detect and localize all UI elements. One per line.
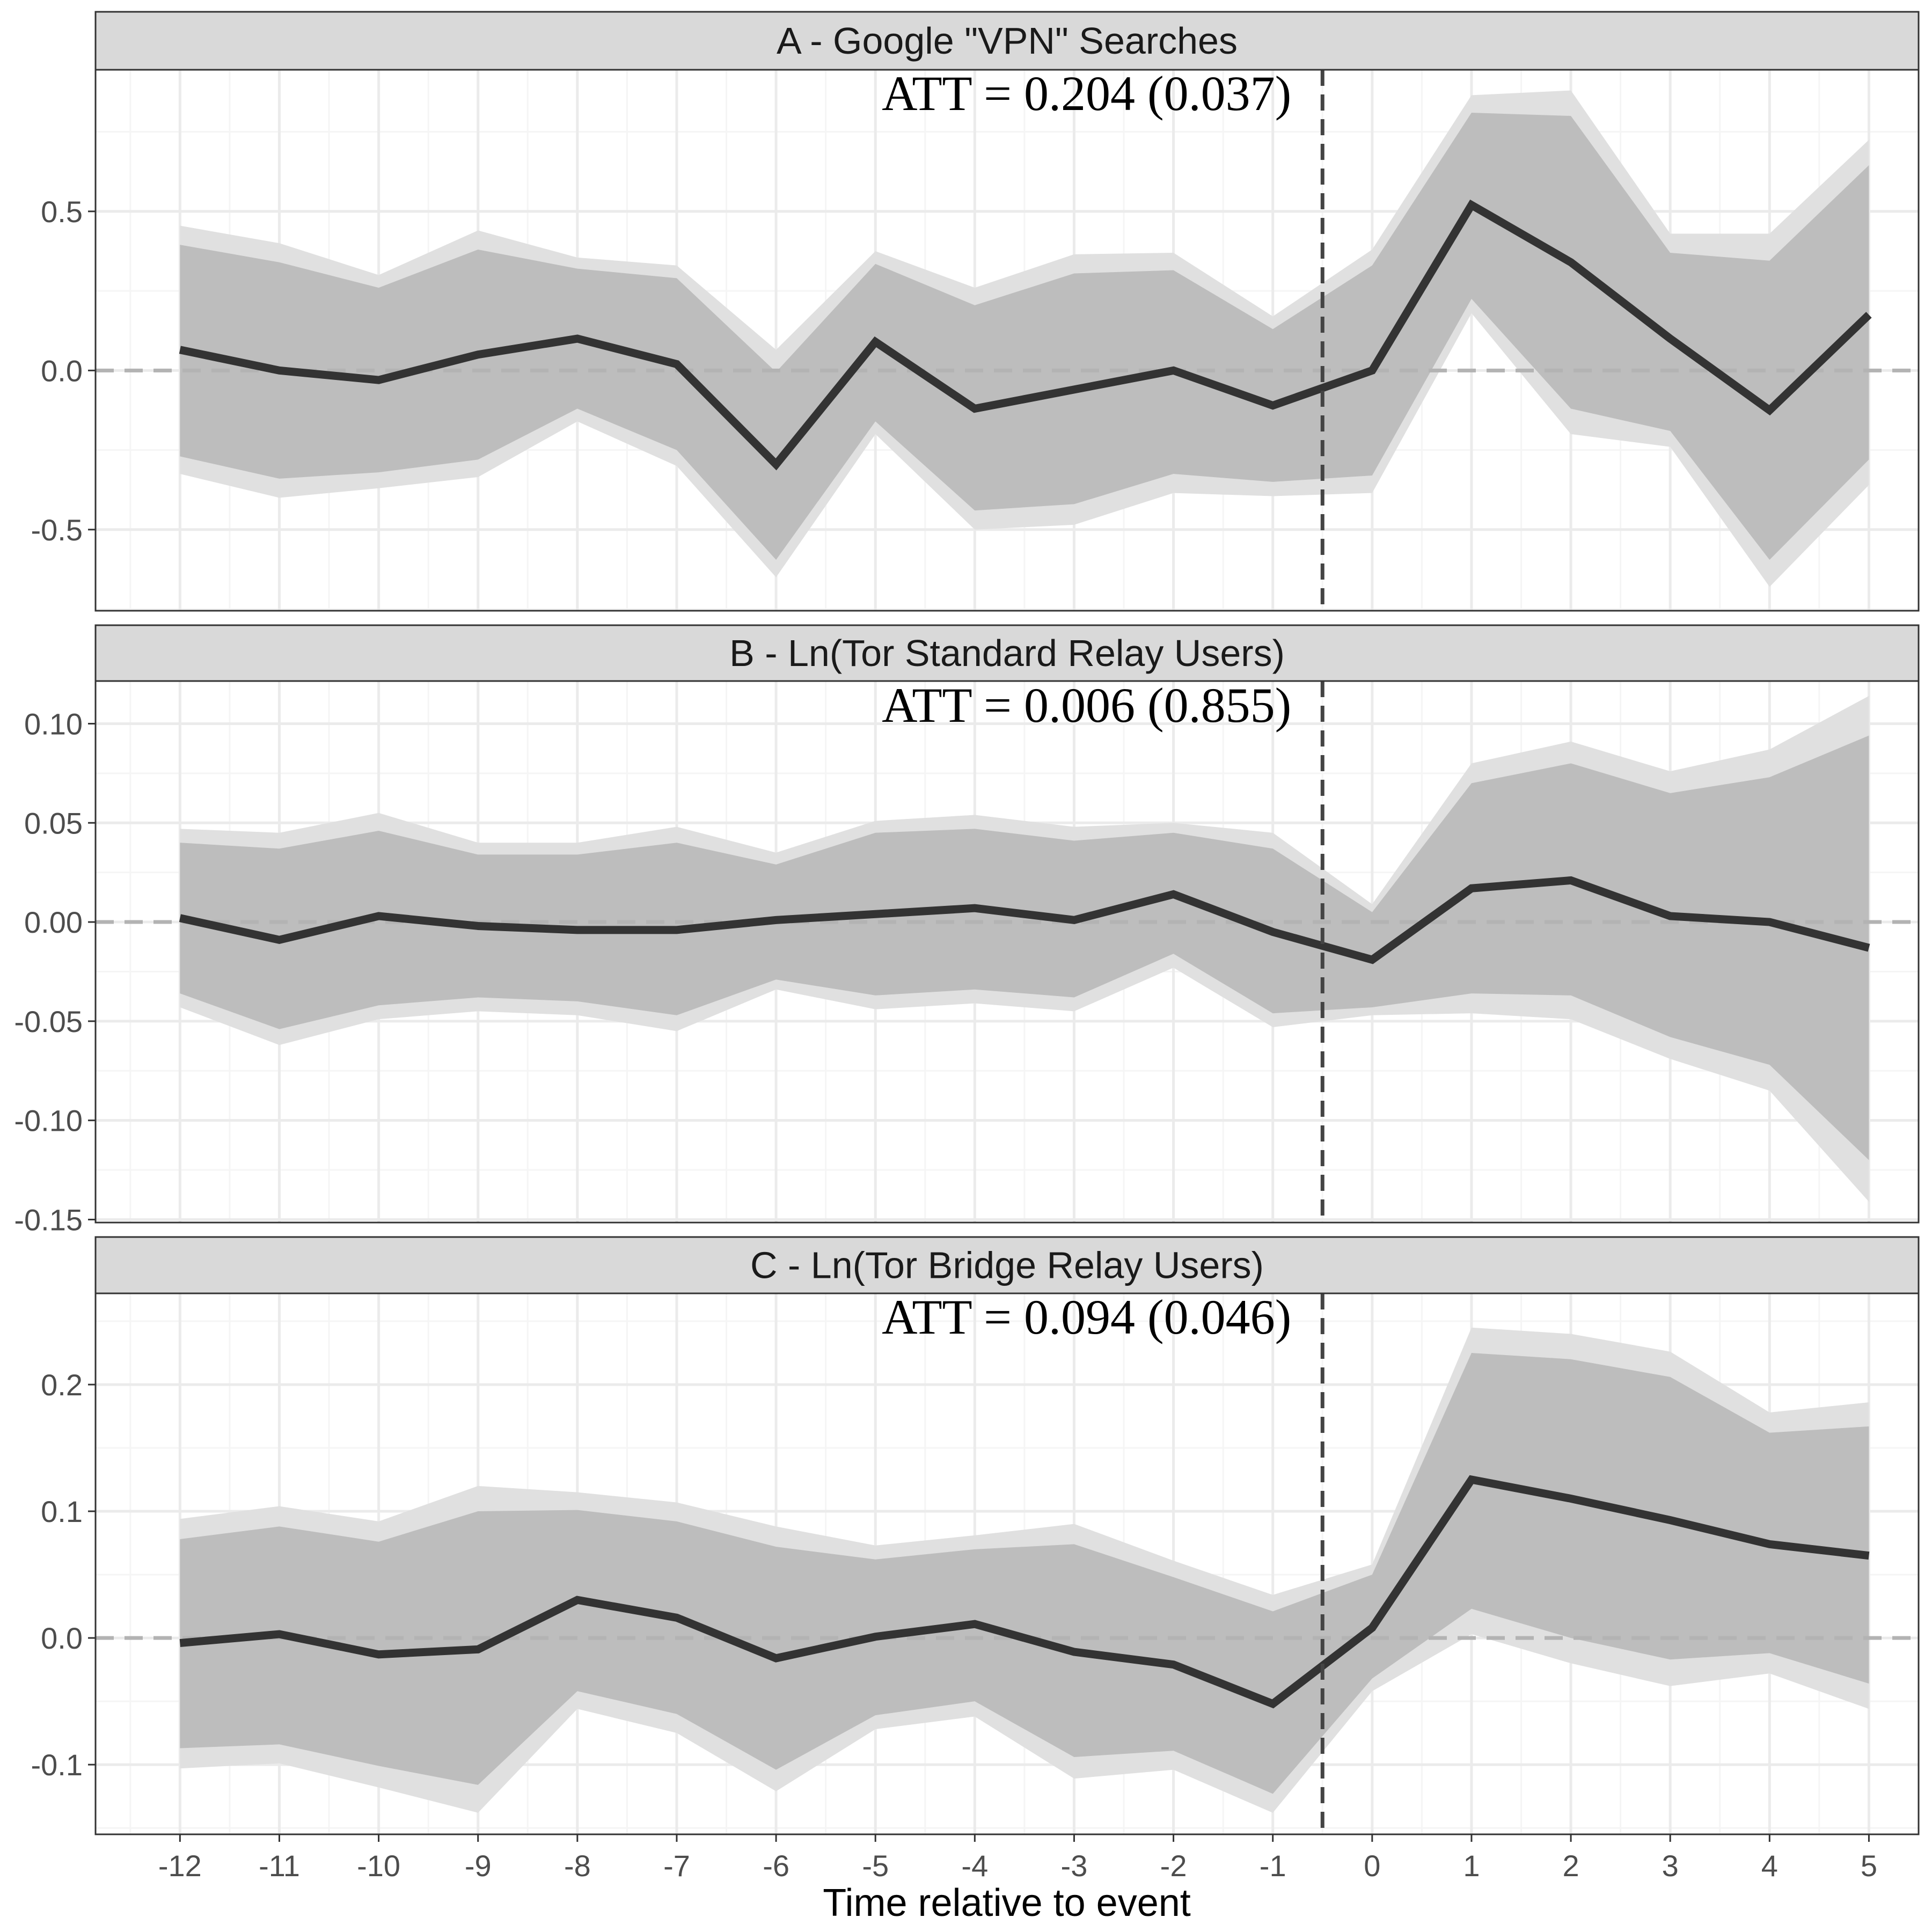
panel-c: C - Ln(Tor Bridge Relay Users)ATT = 0.09… xyxy=(31,1236,1920,1835)
x-tick-label: 4 xyxy=(1761,1849,1778,1883)
x-tick-label: -4 xyxy=(961,1849,988,1883)
x-axis-title: Time relative to event xyxy=(823,1882,1191,1924)
y-tick-label: 0.2 xyxy=(41,1368,83,1402)
facet-strip xyxy=(94,624,1920,682)
estimate-line xyxy=(179,876,1870,964)
y-tick-label: -0.10 xyxy=(14,1104,83,1138)
x-tick-label: 3 xyxy=(1662,1849,1679,1883)
ci-band-inner xyxy=(180,113,1869,560)
x-tick-label: 0 xyxy=(1364,1849,1380,1883)
att-annotation: ATT = 0.006 (0.855) xyxy=(882,678,1291,733)
estimate-line xyxy=(179,1475,1870,1709)
y-tick-label: -0.1 xyxy=(31,1748,83,1782)
y-tick-label: 0.0 xyxy=(41,1621,83,1655)
facet-strip-title: C - Ln(Tor Bridge Relay Users) xyxy=(750,1245,1264,1286)
x-tick-label: -5 xyxy=(862,1849,889,1883)
ci-band-inner xyxy=(180,735,1869,1160)
y-tick-label: 0.00 xyxy=(24,905,83,939)
x-tick-label: -10 xyxy=(357,1849,400,1883)
y-tick-label: 0.1 xyxy=(41,1495,83,1528)
y-tick-label: 0.05 xyxy=(24,806,83,840)
estimate-line xyxy=(179,199,1872,471)
y-tick-label: -0.15 xyxy=(14,1203,83,1236)
facet-strip xyxy=(94,1236,1920,1294)
x-tick-label: -3 xyxy=(1061,1849,1088,1883)
x-tick-label: -6 xyxy=(763,1849,789,1883)
ci-band-inner xyxy=(180,1352,1869,1794)
x-tick-label: 1 xyxy=(1463,1849,1480,1883)
x-tick-label: 5 xyxy=(1861,1849,1877,1883)
y-tick-label: 0.0 xyxy=(41,354,83,387)
x-tick-label: -1 xyxy=(1260,1849,1286,1883)
x-tick-label: 2 xyxy=(1562,1849,1579,1883)
x-tick-label: -7 xyxy=(663,1849,690,1883)
facet-strip-title: B - Ln(Tor Standard Relay Users) xyxy=(729,632,1285,674)
facet-strip xyxy=(94,11,1920,71)
att-annotation: ATT = 0.204 (0.037) xyxy=(882,66,1291,121)
x-tick-label: -12 xyxy=(158,1849,202,1883)
y-tick-label: 0.5 xyxy=(41,195,83,229)
x-tick-label: -9 xyxy=(465,1849,492,1883)
y-tick-label: -0.05 xyxy=(14,1005,83,1038)
y-tick-label: 0.10 xyxy=(24,707,83,741)
x-tick-label: -11 xyxy=(259,1849,300,1883)
panel-b: B - Ln(Tor Standard Relay Users)ATT = 0.… xyxy=(14,624,1920,1236)
x-axis: -12 -11 -10 -9 -8 -7 -6 -5 -4 -3 -2 -1 0 1 2 3 4 5 xyxy=(158,1834,1877,1883)
x-tick-label: -8 xyxy=(564,1849,591,1883)
x-tick-label: -2 xyxy=(1160,1849,1187,1883)
facet-strip-title: A - Google "VPN" Searches xyxy=(777,20,1238,62)
y-tick-label: -0.5 xyxy=(31,513,83,547)
att-annotation: ATT = 0.094 (0.046) xyxy=(882,1290,1291,1344)
